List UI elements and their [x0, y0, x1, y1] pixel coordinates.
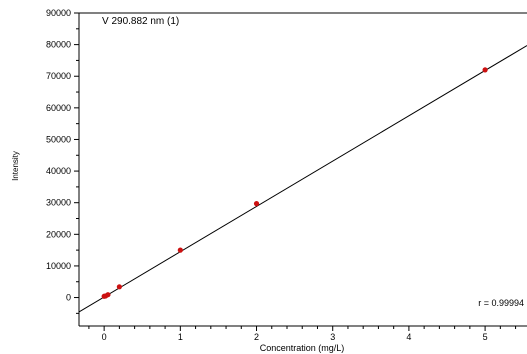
x-axis-label: Concentration (mg/L)	[260, 343, 345, 353]
axes: 0 10000 20000 30000 40000 50000 60000 70000 8000…	[46, 8, 527, 342]
x-tick-label: 0	[102, 332, 107, 342]
fit-line-group	[78, 45, 527, 313]
y-tick-label: 30000	[46, 198, 71, 208]
x-tick-label: 1	[178, 332, 183, 342]
data-point	[116, 284, 122, 290]
data-point	[253, 201, 260, 207]
data-points	[101, 67, 488, 299]
y-tick-label: 70000	[46, 71, 71, 81]
data-point	[177, 247, 183, 253]
correlation-annotation: r = 0.99994	[478, 298, 524, 308]
chart-title: V 290.882 nm (1)	[102, 16, 179, 27]
fit-line	[78, 45, 527, 313]
y-tick-label: 80000	[46, 40, 71, 50]
y-axis-label: Intensity	[11, 151, 20, 181]
data-point	[482, 67, 488, 73]
y-tick-label: 90000	[46, 8, 71, 18]
y-tick-label: 40000	[46, 166, 71, 176]
x-tick-label: 3	[330, 332, 335, 342]
y-tick-label: 20000	[46, 229, 71, 239]
x-tick-label: 4	[406, 332, 411, 342]
x-tick-label: 5	[483, 332, 488, 342]
data-point	[105, 292, 111, 298]
x-tick-label: 2	[254, 332, 259, 342]
y-tick-label: 10000	[46, 261, 71, 271]
y-tick-label: 50000	[46, 134, 71, 144]
y-tick-label: 0	[66, 293, 71, 303]
y-tick-label: 60000	[46, 103, 71, 113]
